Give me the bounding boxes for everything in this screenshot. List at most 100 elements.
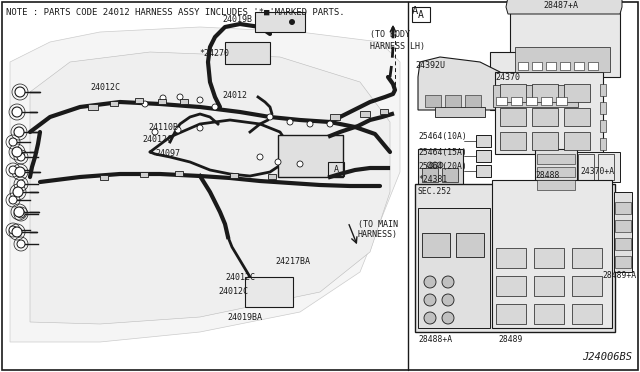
Circle shape [14, 127, 24, 137]
Text: NOTE : PARTS CODE 24012 HARNESS ASSY INCLUDES '*■'MARKED PARTS.: NOTE : PARTS CODE 24012 HARNESS ASSY INC… [6, 7, 344, 16]
Circle shape [142, 101, 148, 107]
Bar [500, 84, 526, 102]
Bar [510, 9, 620, 77]
Bar [537, 180, 575, 190]
Circle shape [175, 127, 181, 133]
Bar [615, 202, 631, 214]
Bar [422, 233, 450, 257]
Bar [435, 107, 485, 117]
Bar [230, 173, 238, 178]
Circle shape [212, 104, 218, 110]
Text: 24110B: 24110B [148, 124, 178, 132]
Bar [532, 132, 558, 150]
Circle shape [424, 294, 436, 306]
Text: 28488+A: 28488+A [418, 334, 452, 343]
Bar [615, 238, 631, 250]
Bar [415, 184, 615, 332]
Bar [476, 150, 491, 162]
Text: 24370: 24370 [495, 73, 520, 81]
Bar [418, 208, 490, 328]
Text: 25464(20A): 25464(20A) [418, 163, 467, 171]
Bar [537, 154, 575, 164]
Polygon shape [10, 27, 400, 342]
Text: 28489: 28489 [498, 334, 522, 343]
Bar [88, 104, 98, 110]
Circle shape [15, 167, 25, 177]
Circle shape [17, 180, 25, 188]
Text: (TO MAIN: (TO MAIN [358, 219, 398, 228]
Circle shape [289, 19, 295, 25]
Text: 24019BA: 24019BA [227, 312, 262, 321]
Bar [600, 138, 606, 150]
Circle shape [297, 161, 303, 167]
Circle shape [437, 162, 443, 168]
Circle shape [15, 87, 25, 97]
Circle shape [267, 114, 273, 120]
Bar [445, 95, 461, 107]
Bar [600, 120, 606, 132]
Bar [135, 98, 143, 103]
Circle shape [287, 119, 293, 125]
Bar [422, 168, 438, 182]
Text: J24006BS: J24006BS [582, 352, 632, 362]
Circle shape [12, 227, 22, 237]
Bar [564, 108, 590, 126]
Bar [140, 172, 148, 177]
Circle shape [9, 166, 17, 174]
Circle shape [9, 196, 17, 204]
Bar [556, 97, 567, 105]
Circle shape [152, 129, 158, 135]
Bar [476, 135, 491, 147]
Bar [614, 192, 632, 272]
Bar [456, 233, 484, 257]
Bar [245, 277, 293, 307]
Circle shape [442, 294, 454, 306]
Circle shape [14, 207, 24, 217]
Bar [496, 248, 526, 268]
Circle shape [442, 312, 454, 324]
Circle shape [9, 138, 17, 146]
Text: 24012C: 24012C [142, 135, 172, 144]
Bar [180, 99, 188, 104]
Text: 25464(10A): 25464(10A) [418, 132, 467, 141]
Circle shape [307, 121, 313, 127]
Bar [615, 256, 631, 268]
Bar [492, 180, 612, 328]
Circle shape [197, 125, 203, 131]
Bar [493, 85, 578, 107]
Circle shape [177, 94, 183, 100]
Bar [588, 62, 598, 70]
Text: 24012C: 24012C [90, 83, 120, 92]
Bar [412, 7, 430, 22]
Circle shape [17, 153, 25, 161]
Bar [537, 167, 575, 177]
Bar [574, 62, 584, 70]
Bar [511, 97, 522, 105]
Text: 28488: 28488 [535, 171, 559, 180]
Circle shape [327, 121, 333, 127]
Bar [534, 248, 564, 268]
Text: HARNESS): HARNESS) [358, 230, 398, 238]
Text: 24012: 24012 [222, 92, 247, 100]
Bar [418, 149, 463, 187]
Bar [598, 154, 614, 180]
Bar [100, 175, 108, 180]
Circle shape [160, 95, 166, 101]
Bar [500, 132, 526, 150]
Text: SEC.252: SEC.252 [418, 186, 452, 196]
Bar [425, 95, 441, 107]
Circle shape [13, 187, 23, 197]
Circle shape [424, 276, 436, 288]
Bar [560, 62, 570, 70]
Text: 28489+A: 28489+A [602, 270, 636, 279]
Bar [526, 97, 537, 105]
Bar [380, 109, 388, 114]
Text: A: A [333, 164, 339, 173]
Bar [600, 102, 606, 114]
Bar [535, 149, 577, 194]
Bar [572, 304, 602, 324]
Bar [330, 114, 340, 120]
Circle shape [17, 210, 25, 218]
Circle shape [424, 312, 436, 324]
Text: 24012C: 24012C [225, 273, 255, 282]
